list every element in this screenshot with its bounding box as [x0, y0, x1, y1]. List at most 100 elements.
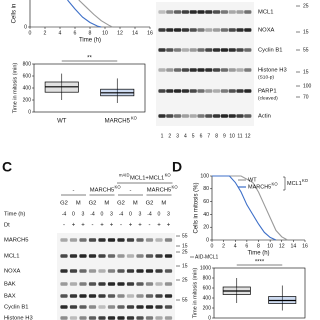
- blot-band: [145, 305, 154, 309]
- blot-band: [228, 48, 236, 52]
- blot-band: [220, 28, 228, 32]
- blot-band: [205, 10, 213, 14]
- y-axis-label: Time in mitosis (min): [192, 268, 198, 319]
- y-tick-label: 0: [208, 315, 211, 320]
- blot-band: [117, 316, 125, 320]
- time-value: 0: [101, 211, 104, 217]
- superscript: KO: [272, 182, 279, 187]
- x-tick-label: 16: [147, 30, 153, 36]
- blot-band: [164, 305, 173, 309]
- category-label: MARCH5: [105, 119, 131, 125]
- blot-band: [197, 114, 205, 118]
- y-tick-label: 100: [200, 173, 209, 179]
- blot-band: [98, 305, 106, 309]
- protein-label: Cyclin B1: [258, 48, 282, 54]
- blot-band: [158, 28, 166, 32]
- x-tick-label: 6: [74, 30, 77, 36]
- blot-band: [88, 316, 97, 320]
- blot-band: [220, 10, 228, 14]
- blot-band: [126, 238, 135, 242]
- protein-label: MCL1: [258, 10, 273, 16]
- dt-value: -: [120, 223, 122, 229]
- time-value: -4: [119, 211, 124, 217]
- blot-band: [98, 254, 106, 258]
- x-tick-label: 14: [290, 243, 296, 249]
- blot-band: [164, 254, 173, 258]
- blot-band: [205, 114, 213, 118]
- mw-marker: 55: [303, 47, 309, 53]
- superscript: KO: [172, 185, 179, 190]
- dt-value: +: [81, 223, 85, 229]
- y-tick-label: 40: [203, 212, 209, 218]
- mw-marker: 25: [303, 3, 309, 9]
- blot-band: [126, 294, 135, 298]
- blot-band: [158, 48, 166, 52]
- blot-band: [205, 89, 213, 93]
- blot-band: [69, 305, 78, 309]
- y-tick-label: 400: [23, 85, 32, 91]
- blot-band: [145, 254, 154, 258]
- blot-band: [98, 316, 106, 320]
- x-tick-label: 12: [279, 243, 285, 249]
- x-tick-label: 14: [132, 30, 138, 36]
- blot-band: [107, 238, 116, 242]
- y-tick-label: 20: [203, 225, 209, 231]
- blot-band: [126, 282, 135, 286]
- time-value: 3: [167, 211, 170, 217]
- x-tick-label: 16: [302, 243, 308, 249]
- blot-band: [79, 282, 87, 286]
- blot-band: [79, 254, 87, 258]
- blot-band: [98, 269, 106, 273]
- blot-band: [69, 294, 78, 298]
- time-value: -4: [90, 211, 95, 217]
- curve: [78, 0, 113, 28]
- blot-band: [126, 269, 135, 273]
- blot-band: [158, 10, 166, 14]
- blot-band: [136, 316, 144, 320]
- blot-band: [88, 282, 97, 286]
- condition-label: MARCH5: [147, 188, 171, 194]
- mw-marker: 15: [182, 263, 188, 269]
- dt-value: +: [167, 223, 171, 229]
- mw-marker: 55: [182, 297, 188, 303]
- x-tick-label: 8: [257, 243, 260, 249]
- blot-band: [166, 89, 174, 93]
- blot-band: [79, 269, 87, 273]
- header-label: MCL1+MCL1: [130, 176, 164, 182]
- blot-band: [88, 238, 97, 242]
- time-value: 0: [129, 211, 132, 217]
- blot-band: [69, 282, 78, 286]
- legend-label: WT: [248, 177, 257, 183]
- blot-band: [136, 305, 144, 309]
- protein-label: MARCH5: [4, 238, 28, 244]
- protein-label: Cyclin B1: [4, 305, 28, 311]
- lane-number: 11: [237, 133, 242, 139]
- blot-band: [107, 316, 116, 320]
- blot-band: [174, 10, 182, 14]
- blot-band: [107, 282, 116, 286]
- blot-band: [174, 89, 182, 93]
- lane-number: 9: [223, 133, 226, 139]
- blot-band: [174, 48, 182, 52]
- blot-band: [60, 316, 68, 320]
- blot-band: [107, 254, 116, 258]
- time-value: 3: [82, 211, 85, 217]
- y-tick-label: 600: [203, 285, 212, 291]
- lane-number: 2: [168, 133, 171, 139]
- blot-band: [126, 316, 135, 320]
- blot-band: [164, 269, 173, 273]
- superscript: KO: [131, 116, 138, 121]
- dt-value: +: [110, 223, 114, 229]
- x-tick-label: 6: [245, 243, 248, 249]
- blot-band: [228, 10, 236, 14]
- blot-band: [145, 282, 154, 286]
- y-tick-label: 0: [28, 109, 31, 115]
- blot-band: [174, 28, 182, 32]
- blot-band: [79, 305, 87, 309]
- panel-letter: C: [2, 159, 12, 175]
- blot-band: [228, 89, 236, 93]
- curve: [67, 0, 102, 28]
- blot-band: [98, 238, 106, 242]
- y-tick-label: 400: [203, 295, 212, 301]
- blot-band: [155, 294, 163, 298]
